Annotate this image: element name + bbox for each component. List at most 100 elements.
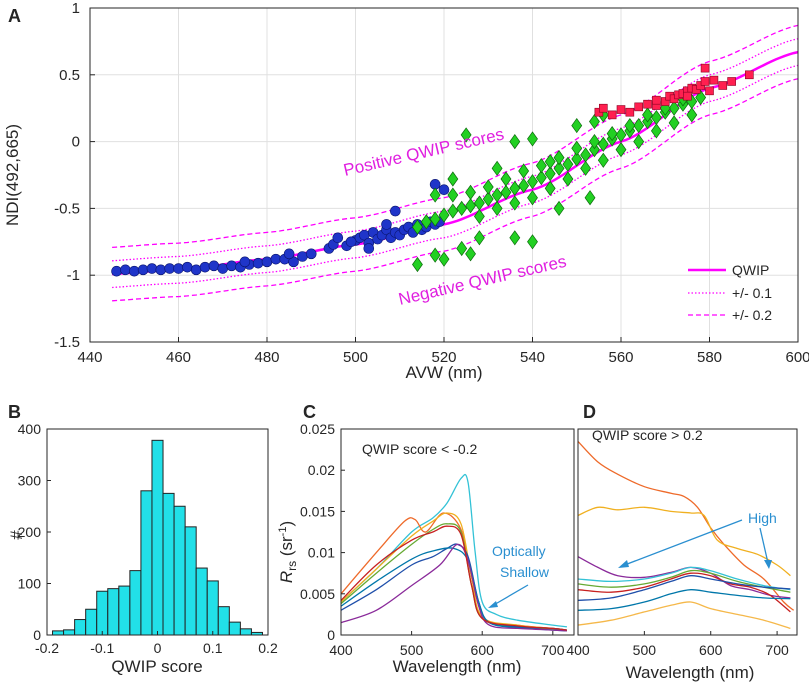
green-point-8	[482, 191, 494, 207]
curve-02-1	[112, 78, 799, 302]
red-point-21	[727, 77, 736, 86]
green-point-68	[553, 200, 565, 217]
blue-point-54	[363, 243, 375, 254]
panel-d-xlabel: Wavelength (nm)	[626, 663, 755, 682]
panel-a-curves	[112, 24, 799, 302]
green-point-4	[447, 203, 459, 219]
spectrum-red	[340, 525, 567, 631]
green-point-43	[624, 117, 636, 134]
hist-bar-0	[52, 630, 65, 636]
green-point-58	[668, 115, 680, 131]
hist-bar-12	[184, 526, 197, 636]
panel-c-lines	[340, 473, 567, 632]
positive-qwip-annotation: Positive QWIP scores	[342, 124, 506, 179]
xtick-label-3-1: 500	[633, 642, 657, 658]
green-point-64	[465, 246, 476, 262]
hist-bar-1	[63, 629, 76, 636]
green-point-72	[527, 131, 538, 147]
b-ytick-label-0: 0	[33, 627, 41, 643]
b-ytick-label-1: 100	[18, 576, 42, 592]
panel-c-ticks: 400 500 600 700 0 0.005 0.01 0.015 0.02 0.025	[300, 421, 565, 658]
panel-c-ylabel: Rrs (sr-1)	[277, 521, 299, 583]
green-point-21	[597, 136, 609, 152]
panel-a-legend: QWIP +/- 0.1 +/- 0.2	[688, 262, 772, 323]
blue-point-7	[173, 263, 184, 274]
green-point-15	[544, 166, 556, 182]
green-point-33	[447, 187, 459, 203]
green-point-25	[633, 117, 645, 134]
spectrum-orange	[577, 440, 795, 611]
spectrum-teal	[577, 566, 791, 591]
green-point-70	[460, 127, 472, 143]
green-point-62	[438, 251, 450, 267]
xtick-label-520: 520	[431, 349, 456, 366]
blue-point-0	[111, 265, 122, 277]
blue-point-3	[137, 264, 149, 276]
green-point-56	[633, 133, 645, 150]
ytick-label-1: -1	[67, 267, 80, 284]
high-arrow-right	[759, 527, 769, 564]
green-point-60	[412, 256, 423, 273]
green-point-47	[473, 208, 485, 225]
high-arrow-left	[621, 519, 743, 567]
green-point-35	[482, 179, 494, 195]
green-point-3	[438, 207, 450, 223]
high-annotation: High	[748, 510, 777, 526]
b-xtick-label-0: -0.2	[35, 640, 59, 656]
xtick-label-440: 440	[77, 349, 102, 366]
ylabel-r: R	[277, 571, 296, 583]
panel-letter-d: D	[583, 402, 596, 422]
b-xtick-label-2: 0	[154, 640, 162, 656]
blue-point-16	[252, 257, 264, 269]
blue-point-17	[261, 256, 273, 268]
panel-d-title: QWIP score > 0.2	[592, 427, 703, 443]
blue-point-53	[438, 184, 450, 195]
ylabel-exp: -1	[277, 527, 289, 537]
panel-b-xlabel: QWIP score	[111, 657, 202, 676]
green-point-36	[500, 171, 512, 187]
ytick-label-2-0: 0	[327, 627, 335, 643]
ytick-label-2-3: 0.015	[300, 503, 335, 519]
blue-point-21	[297, 251, 308, 262]
green-point-32	[695, 89, 707, 106]
negative-qwip-annotation: Negative QWIP scores	[397, 252, 569, 309]
ylabel-unit: (sr	[277, 536, 296, 561]
blue-point-20	[288, 256, 299, 268]
ytick-label-2-2: 0.01	[308, 545, 335, 561]
green-point-12	[518, 178, 530, 194]
xtick-label-2-0: 400	[329, 642, 353, 658]
ytick-label-2-1: 0.005	[300, 586, 335, 602]
ytick-label-4: 0.5	[59, 67, 80, 84]
red-point-6	[643, 99, 652, 109]
spectrum-cyan	[340, 473, 567, 628]
green-point-1	[420, 214, 432, 230]
red-point-4	[625, 107, 635, 117]
red-point-25	[652, 95, 661, 105]
green-point-74	[571, 117, 583, 134]
red-point-5	[634, 102, 644, 112]
panel-b-bars	[52, 439, 263, 636]
green-point-78	[447, 171, 459, 187]
green-point-29	[668, 100, 680, 116]
blue-point-48	[390, 205, 401, 217]
green-point-20	[589, 142, 600, 158]
xtick-label-600: 600	[785, 349, 809, 366]
panel-c-axes-box	[340, 428, 575, 636]
blue-point-8	[182, 261, 193, 273]
red-point-1	[598, 103, 608, 113]
b-ytick-label-4: 400	[18, 421, 42, 437]
hist-bar-17	[239, 628, 252, 636]
blue-point-22	[305, 248, 317, 260]
spectrum-blue	[577, 589, 791, 611]
ylabel-rs-sub: rs	[285, 561, 299, 571]
green-point-42	[606, 125, 618, 142]
xtick-label-2-2: 600	[471, 642, 495, 658]
b-ytick-label-3: 300	[18, 473, 42, 489]
hist-bar-4	[96, 590, 109, 636]
b-ytick-label-2: 200	[18, 524, 42, 540]
curve-01-1	[112, 64, 799, 289]
hist-bar-9	[151, 439, 164, 636]
panel-a-ylabel: NDI(492,665)	[3, 124, 22, 226]
green-point-14	[535, 170, 547, 186]
